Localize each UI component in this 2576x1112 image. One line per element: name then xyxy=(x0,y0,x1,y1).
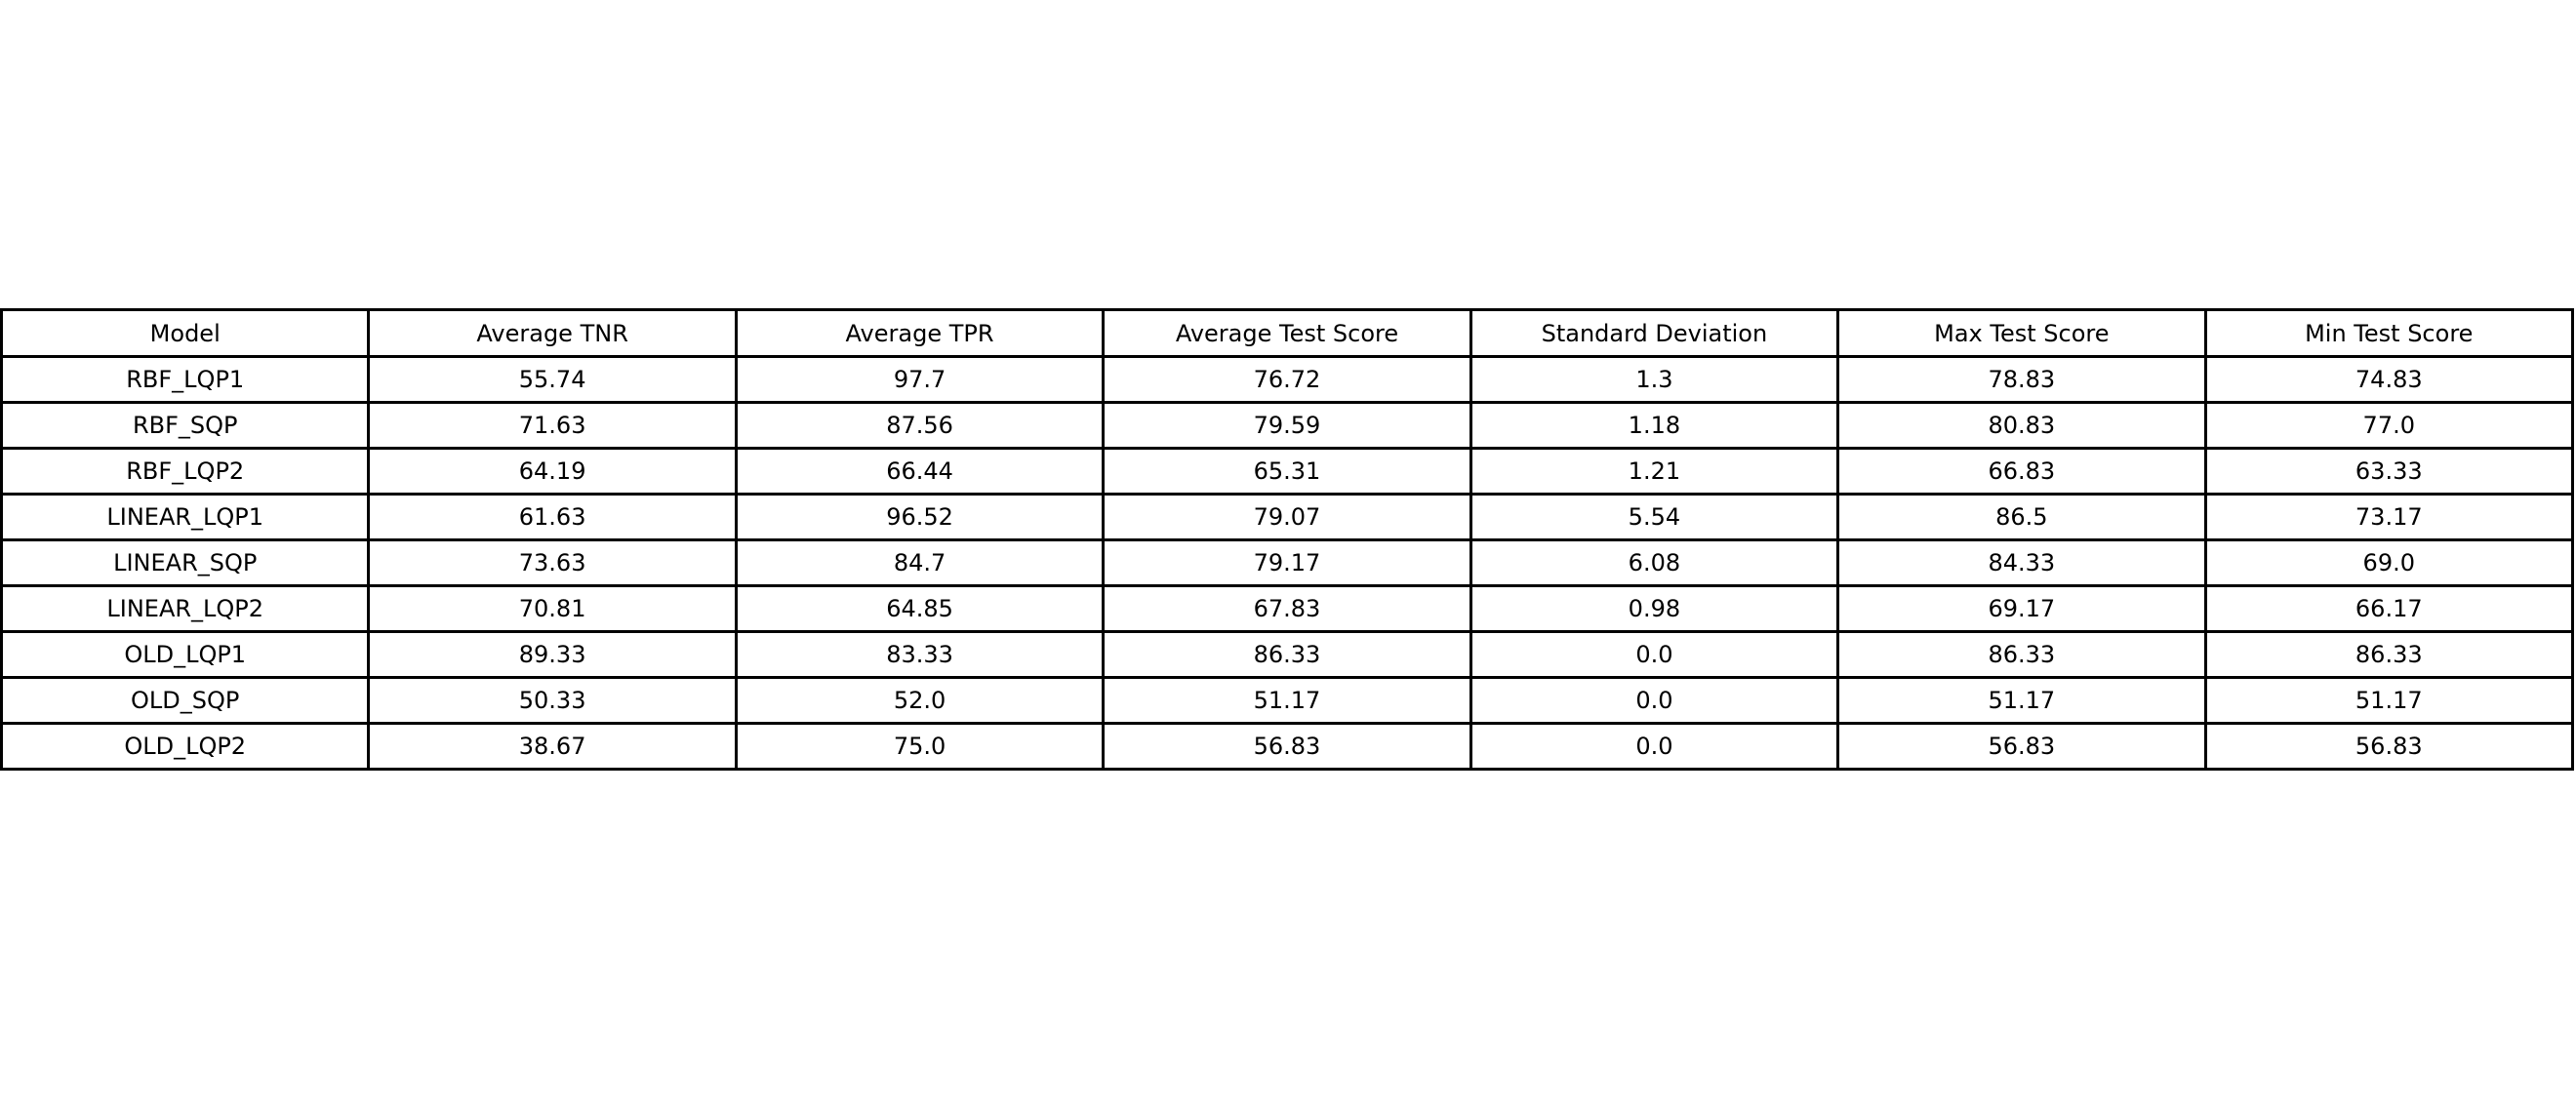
table-row: OLD_LQP2 38.67 75.0 56.83 0.0 56.83 56.83 xyxy=(0,722,2575,771)
table-row: LINEAR_LQP1 61.63 96.52 79.07 5.54 86.5 73.17 xyxy=(0,493,2575,541)
table-cell: 96.52 xyxy=(734,493,1106,541)
table-row: LINEAR_SQP 73.63 84.7 79.17 6.08 84.33 69.0 xyxy=(0,538,2575,587)
table-cell: 73.17 xyxy=(2203,493,2575,541)
column-header: Max Test Score xyxy=(1836,308,2207,358)
results-table: Model Average TNR Average TPR Average Test … xyxy=(0,308,2575,771)
column-header: Average TPR xyxy=(734,308,1106,358)
header-row: Model Average TNR Average TPR Average Test … xyxy=(0,308,2575,358)
table-cell: 0.0 xyxy=(1469,722,1840,771)
table-cell: 76.72 xyxy=(1102,355,1472,404)
table-cell: 51.17 xyxy=(1836,676,2207,725)
table-cell: 64.19 xyxy=(367,447,738,496)
table-cell: 77.0 xyxy=(2203,401,2575,450)
table-cell: 1.18 xyxy=(1469,401,1840,450)
table-cell: 0.0 xyxy=(1469,630,1840,679)
table-cell: 55.74 xyxy=(367,355,738,404)
table-row: OLD_SQP 50.33 52.0 51.17 0.0 51.17 51.17 xyxy=(0,676,2575,725)
model-name-cell: OLD_SQP xyxy=(0,676,371,725)
column-header: Average Test Score xyxy=(1102,308,1472,358)
table-cell: 66.83 xyxy=(1836,447,2207,496)
table-cell: 64.85 xyxy=(734,584,1106,633)
table-cell: 83.33 xyxy=(734,630,1106,679)
table-cell: 67.83 xyxy=(1102,584,1472,633)
table-cell: 86.33 xyxy=(1836,630,2207,679)
column-header: Standard Deviation xyxy=(1469,308,1840,358)
table-cell: 71.63 xyxy=(367,401,738,450)
column-header: Model xyxy=(0,308,371,358)
table-cell: 56.83 xyxy=(1102,722,1472,771)
table-cell: 56.83 xyxy=(1836,722,2207,771)
table-cell: 38.67 xyxy=(367,722,738,771)
table-row: RBF_LQP1 55.74 97.7 76.72 1.3 78.83 74.83 xyxy=(0,355,2575,404)
table-cell: 70.81 xyxy=(367,584,738,633)
model-name-cell: RBF_LQP1 xyxy=(0,355,371,404)
model-name-cell: LINEAR_LQP1 xyxy=(0,493,371,541)
table-row: OLD_LQP1 89.33 83.33 86.33 0.0 86.33 86.33 xyxy=(0,630,2575,679)
table-cell: 73.63 xyxy=(367,538,738,587)
table-cell: 6.08 xyxy=(1469,538,1840,587)
model-name-cell: LINEAR_SQP xyxy=(0,538,371,587)
column-header: Min Test Score xyxy=(2203,308,2575,358)
table-cell: 84.7 xyxy=(734,538,1106,587)
table-cell: 51.17 xyxy=(2203,676,2575,725)
table-cell: 1.21 xyxy=(1469,447,1840,496)
table-cell: 80.83 xyxy=(1836,401,2207,450)
table-cell: 69.0 xyxy=(2203,538,2575,587)
table-row: RBF_LQP2 64.19 66.44 65.31 1.21 66.83 63.33 xyxy=(0,447,2575,496)
table-cell: 1.3 xyxy=(1469,355,1840,404)
table-cell: 74.83 xyxy=(2203,355,2575,404)
table-cell: 66.17 xyxy=(2203,584,2575,633)
model-name-cell: OLD_LQP1 xyxy=(0,630,371,679)
model-name-cell: RBF_SQP xyxy=(0,401,371,450)
table-cell: 97.7 xyxy=(734,355,1106,404)
table-cell: 79.07 xyxy=(1102,493,1472,541)
table-cell: 86.33 xyxy=(1102,630,1472,679)
table-cell: 87.56 xyxy=(734,401,1106,450)
table-cell: 52.0 xyxy=(734,676,1106,725)
model-name-cell: LINEAR_LQP2 xyxy=(0,584,371,633)
table-cell: 56.83 xyxy=(2203,722,2575,771)
table-cell: 66.44 xyxy=(734,447,1106,496)
table-row: LINEAR_LQP2 70.81 64.85 67.83 0.98 69.17 66.17 xyxy=(0,584,2575,633)
table-cell: 0.98 xyxy=(1469,584,1840,633)
table-cell: 61.63 xyxy=(367,493,738,541)
table-cell: 86.33 xyxy=(2203,630,2575,679)
table-cell: 89.33 xyxy=(367,630,738,679)
table-cell: 79.17 xyxy=(1102,538,1472,587)
column-header: Average TNR xyxy=(367,308,738,358)
table-cell: 79.59 xyxy=(1102,401,1472,450)
table-cell: 78.83 xyxy=(1836,355,2207,404)
table-cell: 5.54 xyxy=(1469,493,1840,541)
table-cell: 84.33 xyxy=(1836,538,2207,587)
table-cell: 0.0 xyxy=(1469,676,1840,725)
table-body: RBF_LQP1 55.74 97.7 76.72 1.3 78.83 74.83 RBF_S… xyxy=(0,355,2575,771)
table-cell: 86.5 xyxy=(1836,493,2207,541)
model-name-cell: OLD_LQP2 xyxy=(0,722,371,771)
table-row: RBF_SQP 71.63 87.56 79.59 1.18 80.83 77.0 xyxy=(0,401,2575,450)
table-cell: 63.33 xyxy=(2203,447,2575,496)
table-cell: 65.31 xyxy=(1102,447,1472,496)
table-cell: 50.33 xyxy=(367,676,738,725)
table-cell: 75.0 xyxy=(734,722,1106,771)
table-cell: 69.17 xyxy=(1836,584,2207,633)
table-cell: 51.17 xyxy=(1102,676,1472,725)
model-name-cell: RBF_LQP2 xyxy=(0,447,371,496)
